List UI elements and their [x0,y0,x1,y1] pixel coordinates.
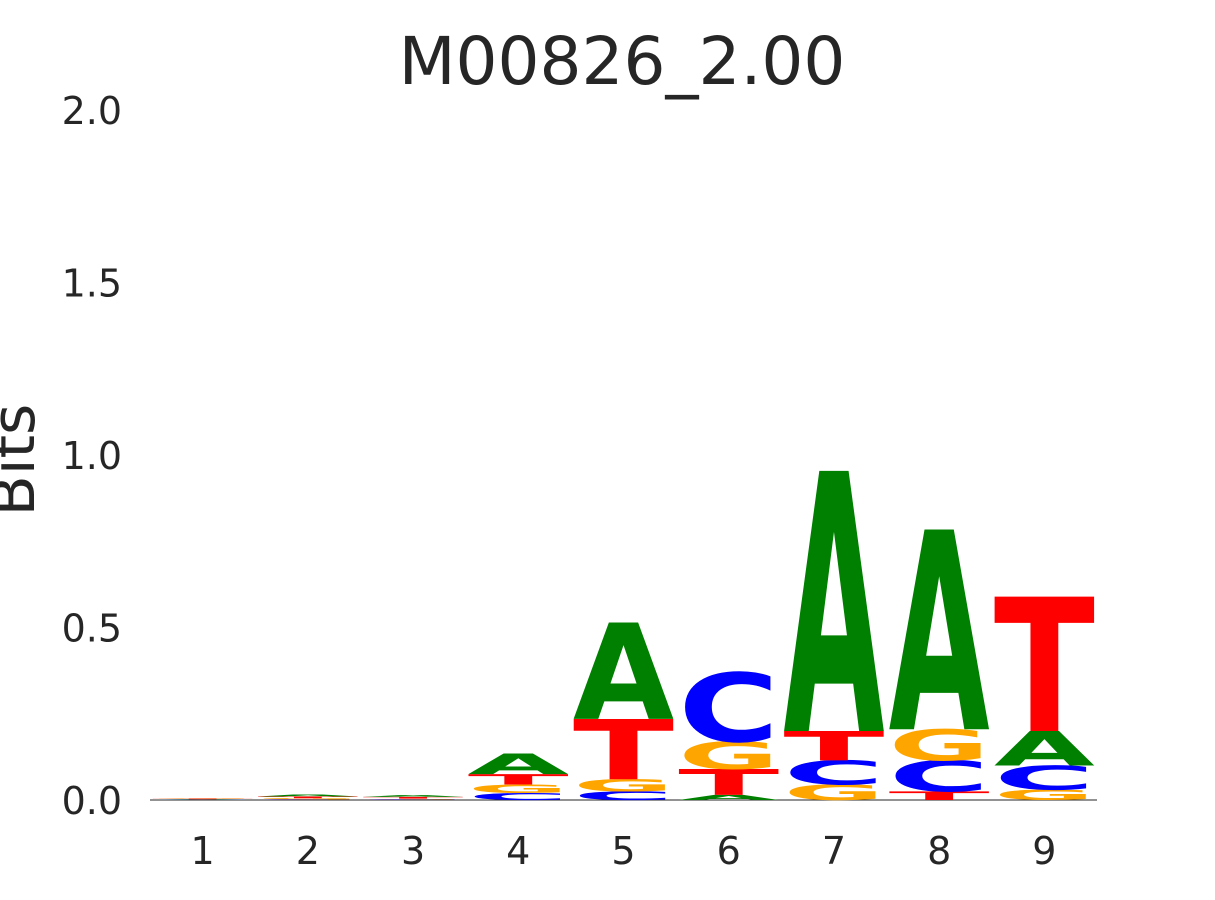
logo-letter-t: T [152,798,253,799]
x-tick-label: 1 [191,829,215,873]
y-tick-label: 0.0 [62,779,122,823]
logo-letter-c: C [889,752,990,802]
x-tick-label: 2 [296,829,320,873]
y-axis-label: Bits [0,404,49,517]
logo-letter-t: T [678,762,779,803]
logo-letter-t: T [257,796,358,799]
logo-letter-a: A [363,795,464,798]
logo-letter-c: C [783,754,884,793]
x-tick-label: 5 [611,829,635,873]
logo-letter-a: A [257,794,358,797]
logo-letter-t: T [889,789,991,803]
logo-letter-t: T [783,723,884,770]
x-tick-label: 8 [927,829,951,873]
x-axis-ticks: 1 2 3 4 5 6 7 8 9 [191,829,1057,873]
logo-letter-c: C [678,653,779,763]
x-tick-label: 7 [822,829,846,873]
logo-letter-g: G [889,721,990,770]
logo-letter-c: C [573,789,674,803]
x-tick-label: 6 [717,829,741,873]
logo-letter-g: G [363,798,464,799]
logo-letter-g: G [468,782,569,796]
y-tick-label: 2.0 [62,89,122,133]
logo-letter-c: C [468,791,569,802]
logo-letter-a: A [573,596,674,750]
logo-letter-g: G [678,734,779,778]
y-tick-label: 1.0 [62,434,122,478]
logo-letter-g: G [783,780,884,805]
x-tick-label: 4 [506,829,530,873]
logo-letter-a: A [152,799,253,800]
logo-letter-c: C [363,799,464,800]
y-tick-label: 1.5 [62,262,122,306]
logo-letter-a: A [468,748,569,781]
logo-letter-t: T [573,703,674,799]
chart-title: M00826_2.00 [399,23,846,100]
logo-letter-g: G [994,787,1095,804]
logo-letter-g: G [573,776,674,795]
logo-letter-t: T [994,561,1095,775]
y-axis-ticks: 0.0 0.5 1.0 1.5 2.0 [62,89,122,823]
x-tick-label: 3 [401,829,425,873]
logo-letter-g: G [152,798,253,799]
logo-letter-a: A [889,475,990,794]
logo-letter-c: C [152,800,253,801]
logo-letter-g: G [257,798,358,800]
logo-letter-t: T [468,771,569,788]
logo-letter-a: A [994,722,1095,777]
logo-letter-c: C [994,759,1095,798]
logo-letter-c: C [257,799,358,800]
x-tick-label: 9 [1032,829,1056,873]
logo-letter-a: A [678,793,780,801]
logo-letter-t: T [363,796,464,799]
logo-letter-a: A [783,402,885,816]
y-tick-label: 0.5 [62,607,122,651]
